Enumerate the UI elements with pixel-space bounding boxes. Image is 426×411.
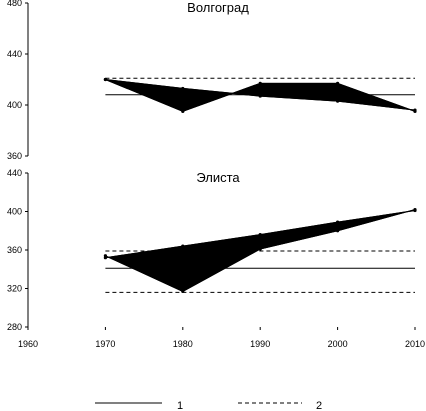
- data-point: [258, 233, 262, 237]
- x-tick-label: 2010: [405, 339, 425, 349]
- y-tick-label: 360: [7, 245, 22, 255]
- legend-label: 1: [177, 400, 183, 411]
- data-point: [336, 81, 340, 85]
- data-point: [103, 256, 107, 260]
- y-tick-label: 440: [7, 168, 22, 178]
- x-tick-label: 1990: [250, 339, 270, 349]
- data-point: [336, 99, 340, 103]
- y-tick-label: 400: [7, 207, 22, 217]
- y-tick-label: 480: [7, 0, 22, 8]
- data-point: [181, 289, 185, 293]
- y-tick-label: 360: [7, 151, 22, 161]
- panel-title: Элиста: [196, 170, 240, 185]
- data-point: [413, 208, 417, 213]
- data-point: [181, 86, 185, 91]
- y-tick-label: 280: [7, 322, 22, 332]
- data-point: [258, 81, 262, 85]
- x-tick-label: 1980: [173, 339, 193, 349]
- legend-label: 2: [316, 400, 322, 411]
- data-point: [258, 94, 262, 98]
- data-point: [181, 244, 185, 248]
- data-point: [103, 77, 107, 82]
- data-point: [413, 108, 417, 112]
- x-tick-label: 1960: [18, 339, 38, 349]
- x-tick-label: 1970: [95, 339, 115, 349]
- panel-title: Волгоград: [187, 0, 249, 15]
- data-point: [181, 109, 185, 113]
- x-tick-label: 2000: [328, 339, 348, 349]
- data-point: [258, 247, 262, 251]
- data-point: [336, 220, 340, 224]
- y-tick-label: 320: [7, 284, 22, 294]
- y-tick-label: 400: [7, 100, 22, 110]
- y-tick-label: 440: [7, 49, 22, 59]
- data-point: [336, 229, 340, 233]
